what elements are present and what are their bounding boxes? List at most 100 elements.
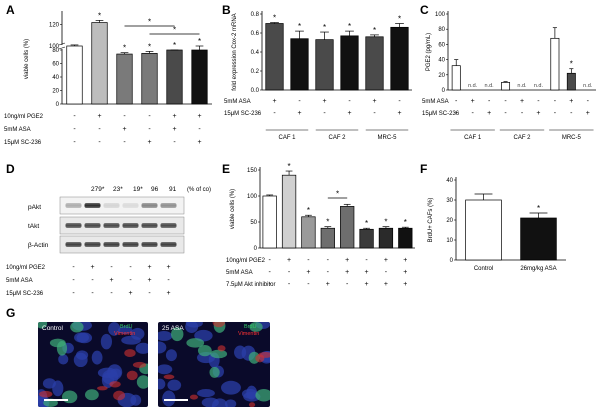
chart-b-ytick-label: 0.8 bbox=[251, 12, 260, 18]
blot-percent-1: 279* bbox=[91, 186, 105, 193]
chart-a-sig-star: * bbox=[148, 42, 151, 51]
chart-e-treatment-sign: - bbox=[269, 269, 272, 276]
chart-b-treatment-label: 15μM SC-236 bbox=[224, 111, 262, 117]
vimentin-stain bbox=[189, 394, 198, 400]
chart-b-treatment-sign: + bbox=[347, 110, 351, 117]
chart-c-treatment-sign: - bbox=[537, 98, 540, 105]
chart-a-treatment-sign: + bbox=[97, 113, 101, 120]
chart-b-treatment-sign: + bbox=[322, 98, 326, 105]
nucleus-blue bbox=[121, 335, 141, 345]
chart-e-sig-star: * bbox=[288, 162, 291, 171]
chart-b-treatment-label: 5mM ASA bbox=[224, 99, 251, 105]
nucleus-brdu bbox=[209, 366, 220, 378]
blot-band-actin bbox=[84, 242, 101, 247]
nucleus-blue bbox=[158, 330, 173, 341]
chart-a-treatment-sign: - bbox=[73, 113, 76, 120]
blot-band-pakt bbox=[141, 203, 158, 208]
chart-a-treatment-sign: + bbox=[172, 126, 176, 133]
chart-e-treatment-label: 7.5μM Akt inhibitor bbox=[226, 282, 275, 288]
chart-b-ylabel: fold expression Cox-2 mRNA bbox=[232, 13, 238, 90]
blot-band-takt bbox=[122, 223, 139, 228]
chart-f: 0 10 20 30 40 BrdU+ CAFs (%) * Control 26mg/kg A… bbox=[428, 177, 566, 272]
chart-c-treatment-label: 5mM ASA bbox=[422, 99, 449, 105]
nucleus-blue bbox=[158, 378, 166, 390]
blot-treat-label-pge2: 10ng/ml PGE2 bbox=[6, 265, 46, 271]
nucleus-blue bbox=[221, 380, 241, 395]
blot-percent-5: 91 bbox=[169, 186, 177, 193]
chart-a-treatment-sign: - bbox=[198, 126, 201, 133]
blot-treatment-sign: - bbox=[72, 264, 75, 271]
blot-band-pakt bbox=[65, 203, 82, 208]
nucleus-blue bbox=[118, 326, 133, 335]
chart-c-bar bbox=[501, 82, 511, 91]
chart-c-ytick-label: 80 bbox=[438, 27, 445, 33]
chart-e-treatment-sign: + bbox=[403, 269, 407, 276]
chart-a-ytick-label: 100 bbox=[49, 44, 60, 50]
chart-c-treatment-sign: - bbox=[471, 110, 474, 117]
chart-a-bar bbox=[116, 53, 133, 105]
blot-percent-3: 19* bbox=[133, 186, 143, 193]
chart-a-treatment-sign: - bbox=[148, 113, 151, 120]
chart-a-bar bbox=[191, 49, 208, 105]
vimentin-stain bbox=[255, 354, 265, 363]
chart-b-bar bbox=[290, 38, 309, 91]
blot-band-takt bbox=[84, 223, 101, 228]
chart-a-comparison-star: * bbox=[173, 26, 176, 35]
blot-treatment-sign: + bbox=[128, 290, 132, 297]
chart-e-bar bbox=[262, 195, 277, 249]
chart-e-sig-star: * bbox=[326, 218, 329, 227]
chart-e-treatment-sign: - bbox=[346, 281, 349, 288]
chart-b-sig-star: * bbox=[398, 15, 401, 24]
chart-c-treatment-sign: + bbox=[471, 98, 475, 105]
chart-a-treatment-sign: - bbox=[73, 139, 76, 146]
vimentin-stain bbox=[39, 390, 53, 398]
blot-treatment-sign: + bbox=[109, 277, 113, 284]
chart-e-treatment-sign: - bbox=[385, 269, 388, 276]
chart-e-bar bbox=[378, 227, 394, 249]
chart-c-treatment-label: 15μM SC-236 bbox=[422, 111, 460, 117]
chart-a-axis-break-mark bbox=[58, 46, 66, 50]
chart-a-sig-star: * bbox=[123, 44, 126, 53]
chart-c-ytick-label: 0 bbox=[442, 88, 446, 94]
chart-c-nd-label: n.d. bbox=[485, 83, 495, 89]
chart-c-treatment-sign: - bbox=[488, 98, 491, 105]
blot-treatment-sign: - bbox=[72, 290, 75, 297]
blot-band-actin bbox=[160, 242, 177, 247]
blot-treatment-sign: + bbox=[166, 264, 170, 271]
chart-a-bar bbox=[91, 22, 108, 105]
chart-c-treatment-sign: - bbox=[554, 98, 557, 105]
chart-e-bar bbox=[398, 227, 413, 249]
blot-treatment-sign: - bbox=[72, 277, 75, 284]
chart-a-comparison-star: * bbox=[148, 18, 151, 27]
chart-e-treatment-sign: - bbox=[365, 257, 368, 264]
blot-band-actin bbox=[103, 242, 120, 247]
chart-b-treatment-sign: - bbox=[273, 110, 276, 117]
chart-c-treatment-sign: - bbox=[554, 110, 557, 117]
nucleus-blue bbox=[224, 399, 237, 407]
chart-b-group-label: CAF 2 bbox=[328, 135, 346, 141]
chart-c-ytick-label: 60 bbox=[438, 42, 445, 48]
chart-b-sig-star: * bbox=[298, 22, 301, 31]
blot-treatment-sign: - bbox=[148, 290, 151, 297]
chart-a-treatment-sign: - bbox=[123, 139, 126, 146]
chart-b-bar bbox=[265, 23, 284, 91]
blot-treatment-sign: + bbox=[166, 290, 170, 297]
chart-a-treatment-sign: + bbox=[172, 113, 176, 120]
blot-percent-unit: (% of co) bbox=[187, 187, 211, 193]
chart-a-treatment-sign: - bbox=[148, 126, 151, 133]
chart-b-bar bbox=[315, 39, 334, 91]
blot-treatment-sign: + bbox=[147, 277, 151, 284]
vimentin-stain bbox=[113, 390, 126, 401]
panel-letter-e: E bbox=[222, 162, 231, 176]
chart-e-treatment-sign: + bbox=[365, 269, 369, 276]
chart-a-ytick-label: 0 bbox=[56, 102, 60, 108]
vimentin-stain bbox=[217, 345, 226, 352]
chart-a-treatment-sign: - bbox=[123, 113, 126, 120]
chart-a-ylabel: viable cells (%) bbox=[24, 39, 30, 79]
chart-e-bar bbox=[301, 216, 316, 249]
chart-e-treatment-sign: + bbox=[326, 281, 330, 288]
vimentin-stain bbox=[126, 370, 138, 381]
western-blot-d: 279* 23* 19* 96 91 (% of co) pAkt tAkt β… bbox=[6, 186, 211, 297]
chart-e-ytick-label: 150 bbox=[247, 168, 258, 174]
chart-c-sig-star: * bbox=[570, 60, 573, 69]
